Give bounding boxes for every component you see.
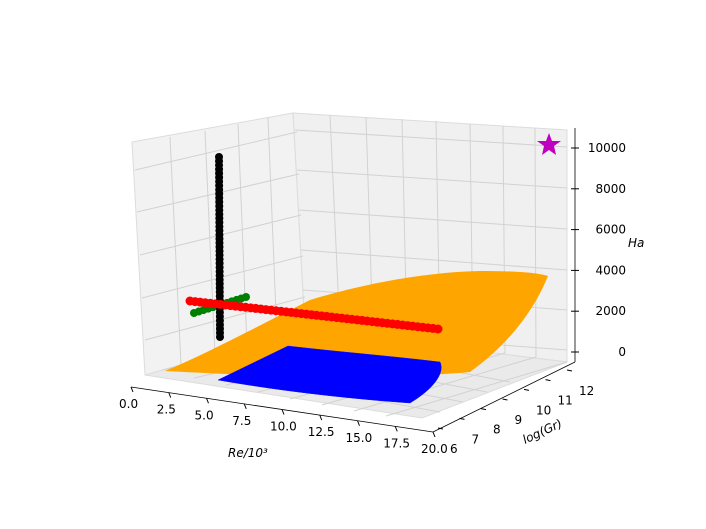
- red-data-point: [433, 324, 443, 334]
- x-tick-label: 2.5: [157, 403, 176, 417]
- z-axis-ticks: 0 2000 4000 6000 8000 10000: [571, 141, 626, 359]
- x-tick-mark: [432, 431, 436, 438]
- x-tick-label: 12.5: [308, 425, 335, 439]
- x-tick-mark: [394, 426, 398, 432]
- y-tick-mark: [545, 379, 551, 382]
- x-tick-label: 5.0: [195, 408, 214, 422]
- y-tick-mark: [459, 417, 465, 420]
- magenta-star-marker: [537, 133, 561, 155]
- z-tick-label: 6000: [595, 223, 626, 237]
- x-tick-label: 20.0: [421, 442, 448, 456]
- x-tick-mark: [319, 414, 323, 421]
- y-tick-label: 6: [450, 442, 458, 456]
- x-tick-mark: [281, 409, 285, 415]
- y-axis-line: [432, 361, 576, 433]
- y-tick-label: 9: [515, 413, 523, 427]
- y-tick-mark: [502, 398, 508, 401]
- x-tick-mark: [168, 392, 172, 398]
- x-tick-mark: [357, 420, 360, 426]
- x-tick-label: 15.0: [346, 431, 373, 445]
- y-tick-label: 8: [493, 423, 501, 437]
- y-tick-label: 12: [579, 384, 594, 398]
- x-axis-label: Re/10³: [228, 446, 268, 460]
- y-tick-mark: [480, 408, 487, 411]
- y-tick-mark: [523, 388, 530, 391]
- green-data-point: [242, 293, 250, 301]
- x-tick-label: 0.0: [119, 397, 138, 411]
- y-tick-mark: [437, 427, 444, 430]
- y-axis-label: log(Gr): [520, 416, 564, 446]
- z-tick-label: 8000: [595, 182, 626, 196]
- x-tick-label: 10.0: [270, 420, 297, 434]
- z-tick-label: 10000: [588, 141, 626, 155]
- x-tick-label: 17.5: [383, 436, 410, 450]
- z-tick-label: 4000: [595, 263, 626, 277]
- y-tick-label: 10: [536, 403, 551, 417]
- x-tick-mark: [130, 386, 134, 393]
- x-axis-ticks: 0.0 2.5 5.0 7.5 10.0 12.5 15.0 17.5 20.0: [119, 386, 448, 456]
- z-tick-label: 0: [618, 345, 626, 359]
- y-tick-label: 11: [558, 394, 573, 408]
- red-series: [185, 296, 443, 334]
- z-tick-label: 2000: [595, 304, 626, 318]
- black-data-point: [216, 333, 224, 341]
- y-tick-mark: [566, 369, 573, 372]
- blue-surface: [217, 345, 442, 404]
- z-axis-label: Ha: [628, 236, 644, 250]
- y-tick-label: 7: [472, 432, 480, 446]
- black-series: [215, 153, 224, 341]
- x-tick-label: 7.5: [232, 414, 251, 428]
- x-tick-mark: [206, 398, 209, 404]
- x-tick-mark: [243, 403, 247, 410]
